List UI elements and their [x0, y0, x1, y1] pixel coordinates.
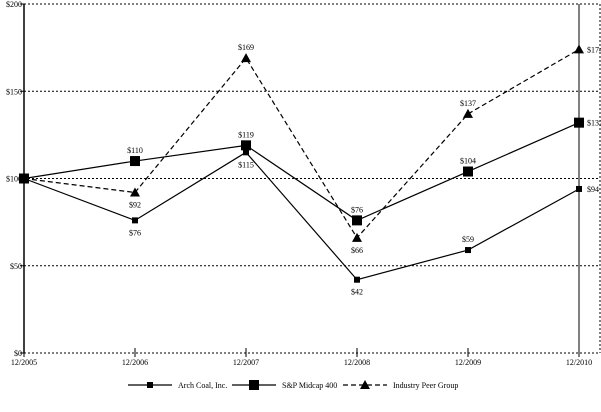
y-tick-label: $150 [6, 87, 22, 96]
legend-label: Arch Coal, Inc. [178, 381, 227, 390]
marker-triangle [574, 44, 584, 54]
marker-large-square [241, 140, 251, 151]
legend-label: S&P Midcap 400 [282, 381, 337, 390]
marker-triangle [352, 232, 362, 242]
y-tick-label: $50 [10, 262, 22, 271]
x-tick-label: 12/2006 [122, 358, 148, 367]
x-tick-label: 12/2008 [344, 358, 370, 367]
data-label: $42 [351, 288, 363, 297]
marker-small-square [147, 382, 153, 388]
y-tick-label: $200 [6, 0, 22, 9]
data-label: $132 [587, 119, 601, 128]
y-tick-label: $100 [6, 175, 22, 184]
data-label: $94 [587, 185, 599, 194]
series-line [23, 151, 580, 281]
data-label: $104 [460, 157, 476, 166]
marker-triangle [463, 108, 473, 118]
x-tick-label: 12/2009 [455, 358, 481, 367]
data-label: $174 [587, 45, 601, 54]
series-line [23, 122, 580, 222]
marker-triangle [360, 380, 370, 389]
data-label: $92 [129, 200, 141, 209]
data-label: $76 [351, 205, 363, 214]
marker-small-square [465, 247, 471, 254]
marker-triangle [19, 173, 29, 183]
data-label: $66 [351, 246, 363, 255]
data-label: $115 [238, 160, 254, 169]
marker-small-square [132, 217, 138, 224]
marker-large-square [574, 117, 584, 128]
y-tick-label: $0 [14, 349, 22, 358]
x-tick-label: 12/2005 [11, 358, 37, 367]
legend-label: Industry Peer Group [393, 381, 458, 390]
data-label: $76 [129, 228, 141, 237]
data-label: $110 [127, 146, 143, 155]
marker-large-square [130, 156, 140, 167]
marker-large-square [249, 380, 259, 390]
data-label: $169 [238, 43, 254, 52]
marker-triangle [130, 187, 140, 197]
marker-large-square [352, 215, 362, 226]
marker-large-square [463, 166, 473, 177]
data-label: $59 [462, 235, 474, 244]
data-label: $137 [460, 99, 476, 108]
x-tick-label: 12/2010 [566, 358, 592, 367]
marker-triangle [241, 53, 251, 63]
marker-small-square [354, 276, 360, 283]
data-label: $119 [238, 130, 254, 139]
x-tick-label: 12/2007 [233, 358, 259, 367]
marker-small-square [243, 149, 249, 156]
marker-small-square [576, 185, 582, 192]
